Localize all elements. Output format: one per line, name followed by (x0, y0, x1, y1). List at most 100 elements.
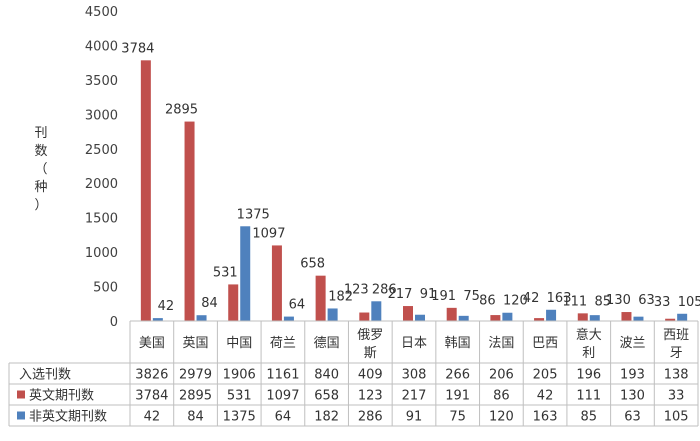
y-tick-label: 4000 (85, 39, 118, 54)
y-tick-label: 3500 (85, 74, 118, 89)
table-cell: 138 (664, 368, 689, 383)
table-cell: 206 (489, 368, 514, 383)
bar-english (490, 315, 501, 321)
category-label: 利 (582, 346, 595, 361)
bar-non-english (152, 318, 163, 321)
table-cell: 196 (576, 368, 601, 383)
table-cell: 1097 (266, 389, 299, 404)
data-label-non-english: 163 (547, 291, 572, 306)
category-label: 意大 (576, 327, 602, 343)
y-tick-label: 3000 (85, 108, 118, 123)
category-label: 斯 (364, 346, 377, 361)
y-tick-label: 2000 (85, 177, 118, 192)
category-label: 牙 (670, 346, 683, 361)
data-label-non-english: 182 (328, 289, 353, 304)
data-label-non-english: 63 (638, 293, 655, 308)
bar-non-english (415, 314, 425, 321)
category-label: 英国 (183, 336, 209, 351)
category-label: 法国 (488, 336, 514, 351)
bar-english (228, 284, 239, 321)
table-cell: 75 (449, 410, 466, 425)
table-cell: 840 (314, 368, 339, 383)
table-cell: 42 (537, 389, 554, 404)
y-tick-label: 1500 (85, 212, 118, 227)
data-label-english: 1097 (252, 226, 285, 241)
category-label: 俄罗 (357, 328, 383, 343)
table-cell: 217 (402, 389, 427, 404)
table-cell: 130 (620, 389, 645, 404)
table-cell: 3826 (135, 368, 168, 383)
bar-non-english (589, 315, 600, 321)
data-label-english: 2895 (165, 103, 198, 118)
bar-non-english (677, 313, 688, 321)
y-label-char: 数 (34, 144, 47, 159)
y-label-char: 刊 (34, 126, 47, 141)
category-label: 美国 (139, 336, 165, 351)
data-label-non-english: 1375 (237, 207, 270, 222)
category-label: 中国 (226, 336, 252, 351)
category-label: 德国 (314, 336, 340, 351)
data-label-english: 42 (523, 291, 540, 306)
table-row-label: 英文期刊数 (29, 389, 94, 404)
table-cell: 191 (445, 389, 470, 404)
bar-english (315, 275, 326, 321)
bar-non-english (633, 316, 644, 321)
bar-non-english (458, 315, 469, 321)
data-label-english: 33 (654, 295, 671, 310)
y-label-char: 种 (34, 180, 47, 195)
data-label-english: 111 (562, 294, 587, 309)
table-cell: 182 (314, 410, 339, 425)
table-cell: 111 (576, 389, 601, 404)
data-label-english: 3784 (121, 41, 154, 56)
y-tick-label: 0 (110, 315, 118, 330)
table-cell: 3784 (135, 389, 168, 404)
data-label-english: 217 (388, 287, 413, 302)
table-cell: 658 (314, 389, 339, 404)
table-cell: 120 (489, 410, 514, 425)
category-label: 波兰 (619, 336, 645, 351)
data-label-non-english: 120 (503, 294, 528, 309)
y-tick-label: 2500 (85, 143, 118, 158)
bar-non-english (371, 301, 382, 321)
data-label-non-english: 85 (594, 294, 611, 309)
table-cell: 42 (144, 410, 161, 425)
data-label-english: 191 (431, 289, 456, 304)
bar-english (359, 312, 370, 321)
table-cell: 85 (580, 410, 597, 425)
table-cell: 1375 (223, 410, 256, 425)
table-cell: 1161 (266, 368, 299, 383)
bar-non-english (546, 309, 557, 321)
bar-non-english (283, 316, 294, 321)
category-label: 日本 (401, 336, 427, 351)
table-cell: 266 (445, 368, 470, 383)
bar-non-english (502, 312, 513, 321)
bar-english (140, 60, 151, 322)
table-cell: 86 (493, 389, 510, 404)
category-label: 韩国 (445, 336, 471, 351)
bar-non-english (240, 226, 251, 321)
bars (140, 60, 688, 322)
data-label-non-english: 64 (289, 298, 306, 313)
table-cell: 531 (227, 389, 252, 404)
category-label: 荷兰 (270, 336, 296, 351)
data-label-english: 531 (213, 265, 238, 280)
category-label: 西班 (663, 328, 689, 343)
bar-english (534, 318, 545, 321)
data-label-english: 123 (344, 282, 369, 297)
table-cell: 2979 (179, 368, 212, 383)
table-cell: 123 (358, 389, 383, 404)
data-label-non-english: 286 (372, 282, 397, 297)
bar-english (577, 313, 588, 321)
data-label-non-english: 84 (201, 296, 218, 311)
table-cell: 63 (624, 410, 641, 425)
data-label-english: 658 (300, 257, 325, 272)
data-label-english: 86 (479, 294, 496, 309)
category-label: 巴西 (532, 336, 558, 351)
table-cell: 64 (275, 410, 292, 425)
bar-english (621, 312, 632, 321)
legend-swatch (17, 390, 25, 399)
y-label-char: ） (34, 198, 47, 213)
data-label-non-english: 75 (463, 289, 480, 304)
